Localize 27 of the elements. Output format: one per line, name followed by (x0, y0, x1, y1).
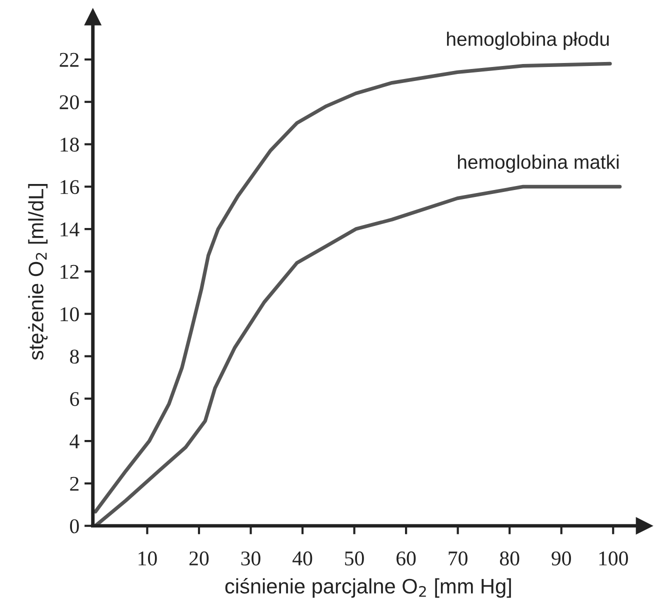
x-tick-label: 50 (345, 551, 364, 566)
y-tick-label: 20 (60, 95, 79, 110)
x-tick-label: 100 (599, 551, 628, 566)
x-tick-label: 80 (500, 551, 520, 566)
y-tick-label: 6 (70, 392, 80, 406)
y-axis-title: stężenie O$_{2}$ [ml/dL] (28, 184, 48, 360)
x-tick-label: 30 (241, 551, 260, 566)
series-label: hemoglobina matki (458, 154, 619, 173)
x-axis-title: ciśnienie parcjalne O$_{2}$ [mm Hg] (225, 578, 511, 598)
x-tick-label: 20 (189, 551, 209, 566)
x-tick-label: 40 (292, 551, 312, 566)
y-tick-label: 4 (70, 434, 80, 448)
x-tick-label: 60 (396, 551, 416, 566)
y-tick-label: 12 (60, 264, 79, 279)
x-tick-label: 70 (448, 551, 468, 566)
line-series (94, 184, 622, 526)
y-tick-label: 22 (60, 52, 79, 67)
y-tick-label: 2 (70, 476, 79, 491)
x-tick-label: 10 (138, 551, 157, 566)
y-tick-label: 8 (70, 350, 79, 364)
y-tick-label: 0 (70, 519, 79, 534)
x-tick-label: 90 (552, 551, 571, 566)
y-tick-label: 14 (60, 222, 80, 236)
y-tick-label: 10 (60, 307, 79, 322)
y-tick-label: 18 (60, 138, 79, 152)
series-label: hemoglobina płodu (447, 32, 609, 50)
y-tick-label: 16 (60, 180, 80, 194)
